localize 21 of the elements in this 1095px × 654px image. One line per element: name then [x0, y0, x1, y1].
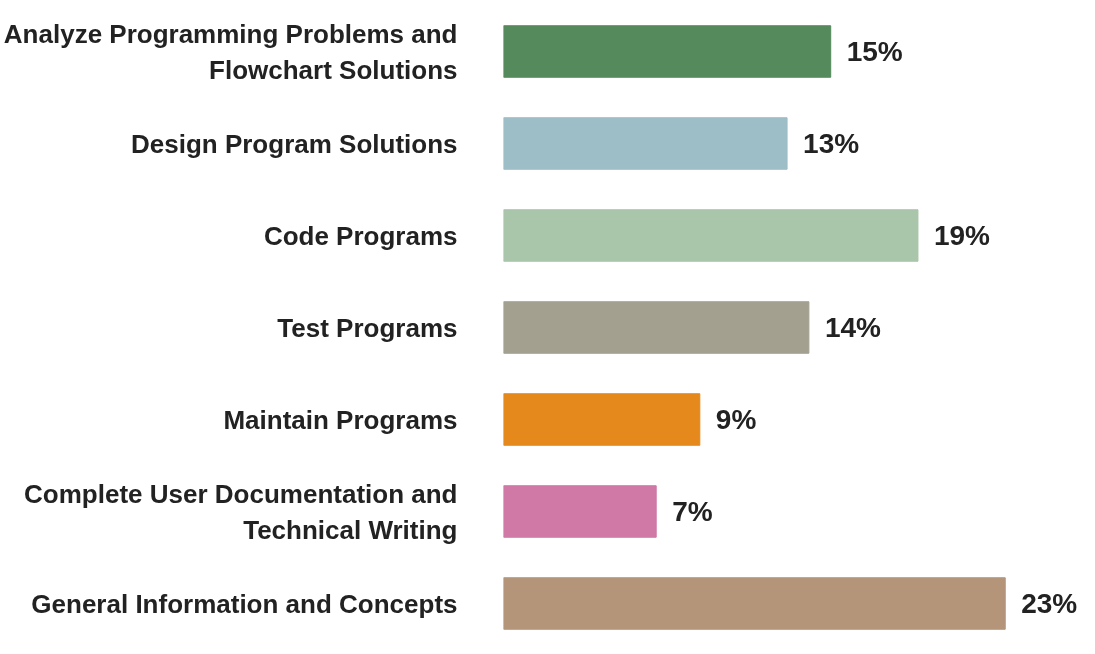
- y-tick-label: Test Programs: [277, 312, 458, 343]
- data-label: 15%: [846, 36, 903, 67]
- y-tick-label: Design Program Solutions: [131, 128, 458, 159]
- y-tick-label: Complete User Documentation and Technical Writing: [24, 478, 458, 545]
- bar: [503, 25, 832, 78]
- bar: [503, 117, 788, 170]
- data-label: 13%: [803, 128, 860, 159]
- data-label: 14%: [824, 312, 882, 343]
- bar: [503, 301, 810, 354]
- data-label: 9%: [715, 404, 757, 435]
- bar: [503, 485, 657, 538]
- data-label: 19%: [933, 220, 991, 251]
- y-tick-label: Analyze Programming Problems and Flowchart Solutions: [3, 18, 458, 85]
- y-tick-label: Maintain Programs: [223, 404, 458, 435]
- data-label: 7%: [672, 496, 713, 527]
- bar: [503, 209, 919, 262]
- bar: [503, 393, 701, 446]
- y-tick-label: Code Programs: [263, 220, 458, 251]
- bar: [503, 577, 1006, 630]
- y-tick-label: General Information and Concepts: [31, 588, 458, 619]
- data-label: 23%: [1021, 588, 1078, 619]
